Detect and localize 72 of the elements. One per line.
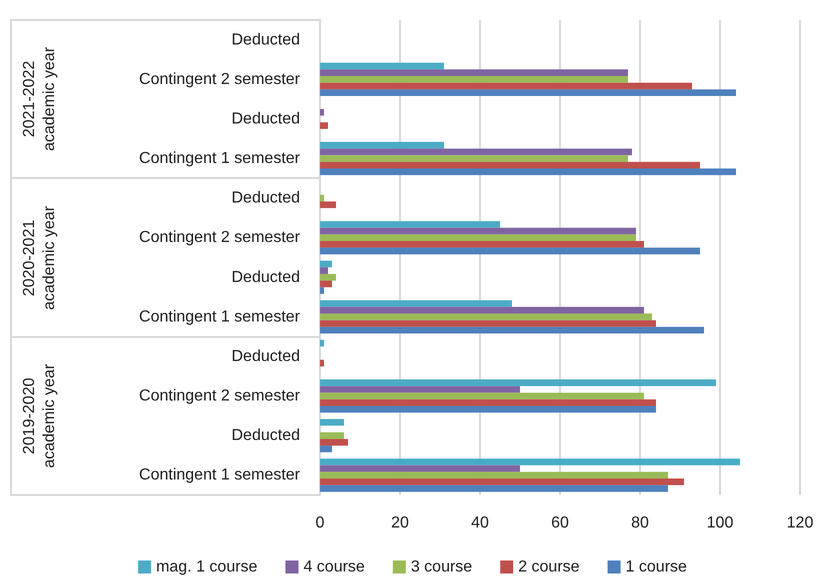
x-tick-label: 20: [391, 514, 409, 532]
bar: [320, 155, 628, 162]
y-tick-label: Contingent 2 semester: [139, 70, 301, 88]
y-tick-label: Contingent 2 semester: [139, 388, 301, 405]
bar: [320, 287, 324, 294]
bar: [320, 274, 336, 281]
y-tick-label: Deducted: [232, 31, 300, 48]
y-tick-label: Deducted: [232, 427, 300, 444]
bar: [320, 148, 632, 156]
bar: [320, 314, 652, 320]
bar: [320, 162, 700, 169]
bar: [320, 228, 636, 234]
bar: [320, 221, 500, 228]
bar: [320, 446, 332, 452]
bar: [320, 306, 644, 314]
bar: [320, 142, 444, 149]
y-tick-label: Deducted: [232, 348, 300, 365]
bar: [320, 472, 668, 479]
legend-label: mag. 1 course: [156, 558, 258, 576]
bar: [320, 234, 636, 242]
bar: [320, 465, 520, 472]
bar: [320, 360, 324, 366]
bar: [320, 300, 512, 307]
y-tick-label: Contingent 1 semester: [139, 150, 301, 168]
bar: [320, 280, 332, 288]
text: 2021-2022 academic year: [20, 46, 59, 154]
bar: [320, 168, 736, 176]
x-tick-label: 0: [316, 514, 325, 532]
y-tick-label: Deducted: [232, 268, 300, 286]
bar: [320, 406, 656, 413]
bar: [320, 438, 348, 446]
bar: [320, 432, 344, 439]
bar: [320, 320, 656, 327]
legend-label: 4 course: [303, 558, 365, 576]
bar: [320, 392, 644, 400]
bar: [320, 379, 716, 386]
bar: [320, 386, 520, 393]
x-tick-label: 60: [551, 514, 569, 532]
bar: [320, 194, 324, 202]
x-tick-label: 100: [706, 514, 734, 532]
bar: [320, 478, 684, 486]
legend-label: 3 course: [410, 558, 472, 576]
bar: [320, 340, 324, 346]
text: 2019-2020 academic year: [20, 362, 59, 470]
bar: [320, 69, 628, 76]
bar: [320, 485, 668, 492]
bar: [320, 201, 336, 208]
bar: [320, 76, 628, 83]
bar: [320, 399, 656, 406]
legend-label: 2 course: [518, 558, 580, 576]
bar: [320, 326, 704, 334]
y-tick-label: Deducted: [232, 190, 300, 207]
text: 2020-2021 academic year: [20, 204, 59, 312]
x-tick-label: 40: [471, 514, 489, 532]
legend-label: 1 course: [626, 558, 688, 576]
bar: [320, 419, 344, 426]
bar: [320, 82, 692, 90]
y-tick-label: Contingent 1 semester: [139, 466, 301, 484]
bar: [320, 241, 644, 248]
x-tick-label: 80: [631, 514, 649, 532]
bar: [320, 458, 740, 466]
bar: [320, 62, 444, 70]
bar: [320, 260, 332, 268]
x-tick-label: 120: [786, 514, 814, 532]
bar: [320, 248, 700, 254]
bar: [320, 267, 328, 274]
bar: [320, 108, 324, 116]
y-tick-label: Deducted: [232, 110, 300, 128]
y-tick-label: Contingent 1 semester: [139, 308, 301, 326]
y-tick-label: Contingent 2 semester: [139, 229, 301, 246]
bar: [320, 89, 736, 96]
bar: [320, 122, 328, 129]
